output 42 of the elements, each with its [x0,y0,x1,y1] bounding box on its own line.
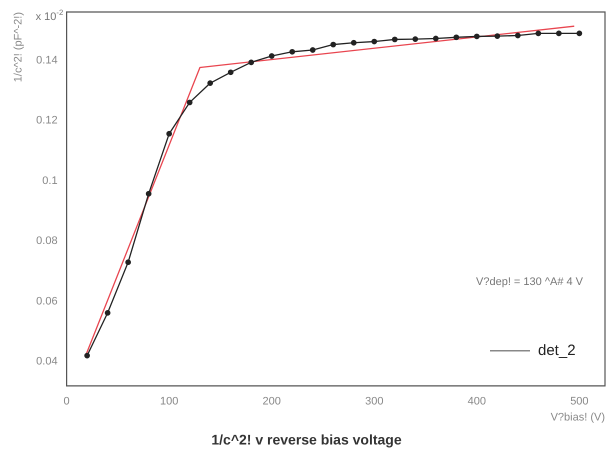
annotation: V?dep! = 130 ^A# 4 V [476,276,584,288]
point [84,352,90,359]
x-tick-label: 400 [468,395,486,408]
point [289,48,296,55]
x-tick-label: 200 [262,395,281,408]
y-tick-label: 0.04 [36,356,58,368]
point [248,59,254,66]
point [146,190,152,197]
point [494,33,500,39]
y-tick-label: 0.1 [42,174,58,187]
x-axis-title: V?bias! (V) [550,412,605,424]
point [412,36,418,42]
text: 1/c^2! v reverse bias voltage [211,431,402,448]
x-tick-label: 0 [64,395,70,408]
point [392,36,398,42]
y-tick-label: 0.14 [36,54,58,66]
point [371,38,378,44]
point [228,69,234,76]
point [330,42,336,48]
point [576,30,582,36]
point [104,310,110,316]
y-tick-label: 0.08 [36,235,58,248]
point [514,32,521,38]
point [432,36,439,42]
y-tick-label: 0.06 [36,295,58,308]
point [207,80,214,86]
point [166,130,172,137]
point [556,30,562,36]
point [268,53,275,59]
y-axis-title: 1/c^2! (pF^-2!) [12,12,25,82]
x-tick-label: 500 [570,395,589,408]
point [535,30,542,36]
text: det_2 [538,342,576,359]
point [125,259,131,266]
x-tick-label: 300 [365,395,384,408]
point [474,34,480,40]
y-tick-label: 0.12 [36,114,58,127]
point [453,34,460,40]
point [310,47,316,53]
point [186,100,193,106]
point [350,40,357,46]
x-tick-label: 100 [160,395,178,408]
